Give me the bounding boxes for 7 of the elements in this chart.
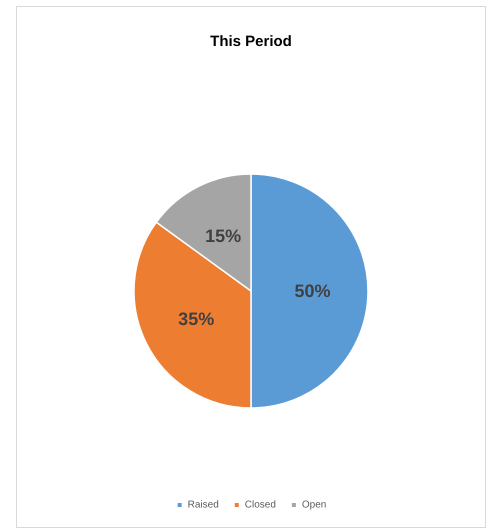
chart-title: This Period	[210, 33, 292, 50]
legend-label: Closed	[244, 500, 276, 510]
data-label: 50%	[294, 281, 331, 301]
legend-label: Raised	[188, 500, 219, 510]
legend-label: Open	[302, 500, 326, 510]
data-label: 35%	[178, 308, 214, 329]
data-label: 15%	[205, 226, 242, 246]
